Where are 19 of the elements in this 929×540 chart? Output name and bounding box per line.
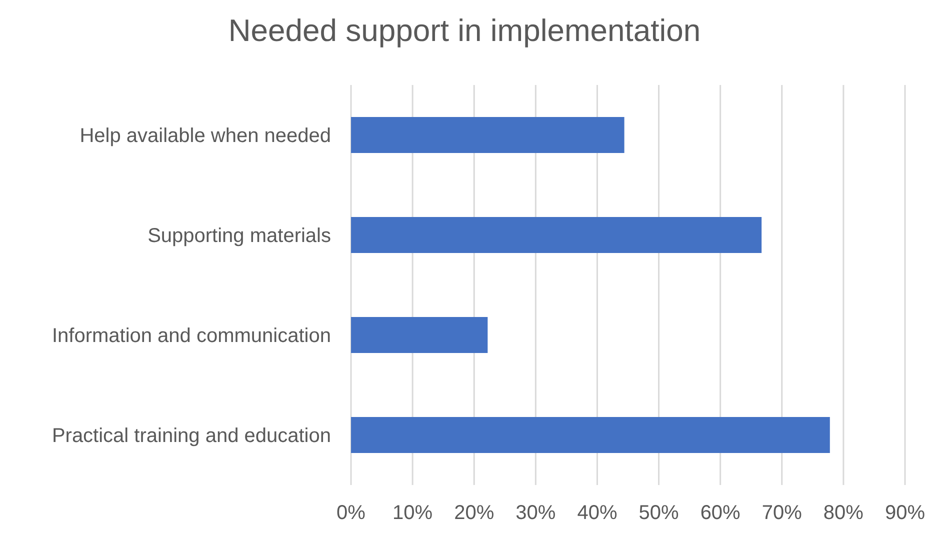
y-tick-label: Practical training and education xyxy=(52,425,331,448)
x-tick-label: 60% xyxy=(700,502,741,524)
x-tick-label: 90% xyxy=(884,502,926,524)
x-tick-label: 30% xyxy=(516,502,556,524)
x-tick-label: 20% xyxy=(454,502,494,524)
y-tick-label: Help available when needed xyxy=(80,125,331,148)
x-tick-label: 40% xyxy=(577,502,618,524)
y-tick-label: Information and communication xyxy=(52,325,331,348)
x-tick-label: 50% xyxy=(638,502,680,524)
x-tick-label: 80% xyxy=(823,502,864,524)
x-tick-label: 70% xyxy=(762,502,802,524)
y-tick-label: Supporting materials xyxy=(148,225,331,248)
x-tick-label: 10% xyxy=(392,502,433,524)
bar xyxy=(351,117,624,153)
chart-title: Needed support in implementation xyxy=(227,12,702,50)
bar xyxy=(351,417,830,453)
bar xyxy=(351,317,488,353)
x-tick-label: 0% xyxy=(336,502,366,524)
bar xyxy=(351,217,762,253)
